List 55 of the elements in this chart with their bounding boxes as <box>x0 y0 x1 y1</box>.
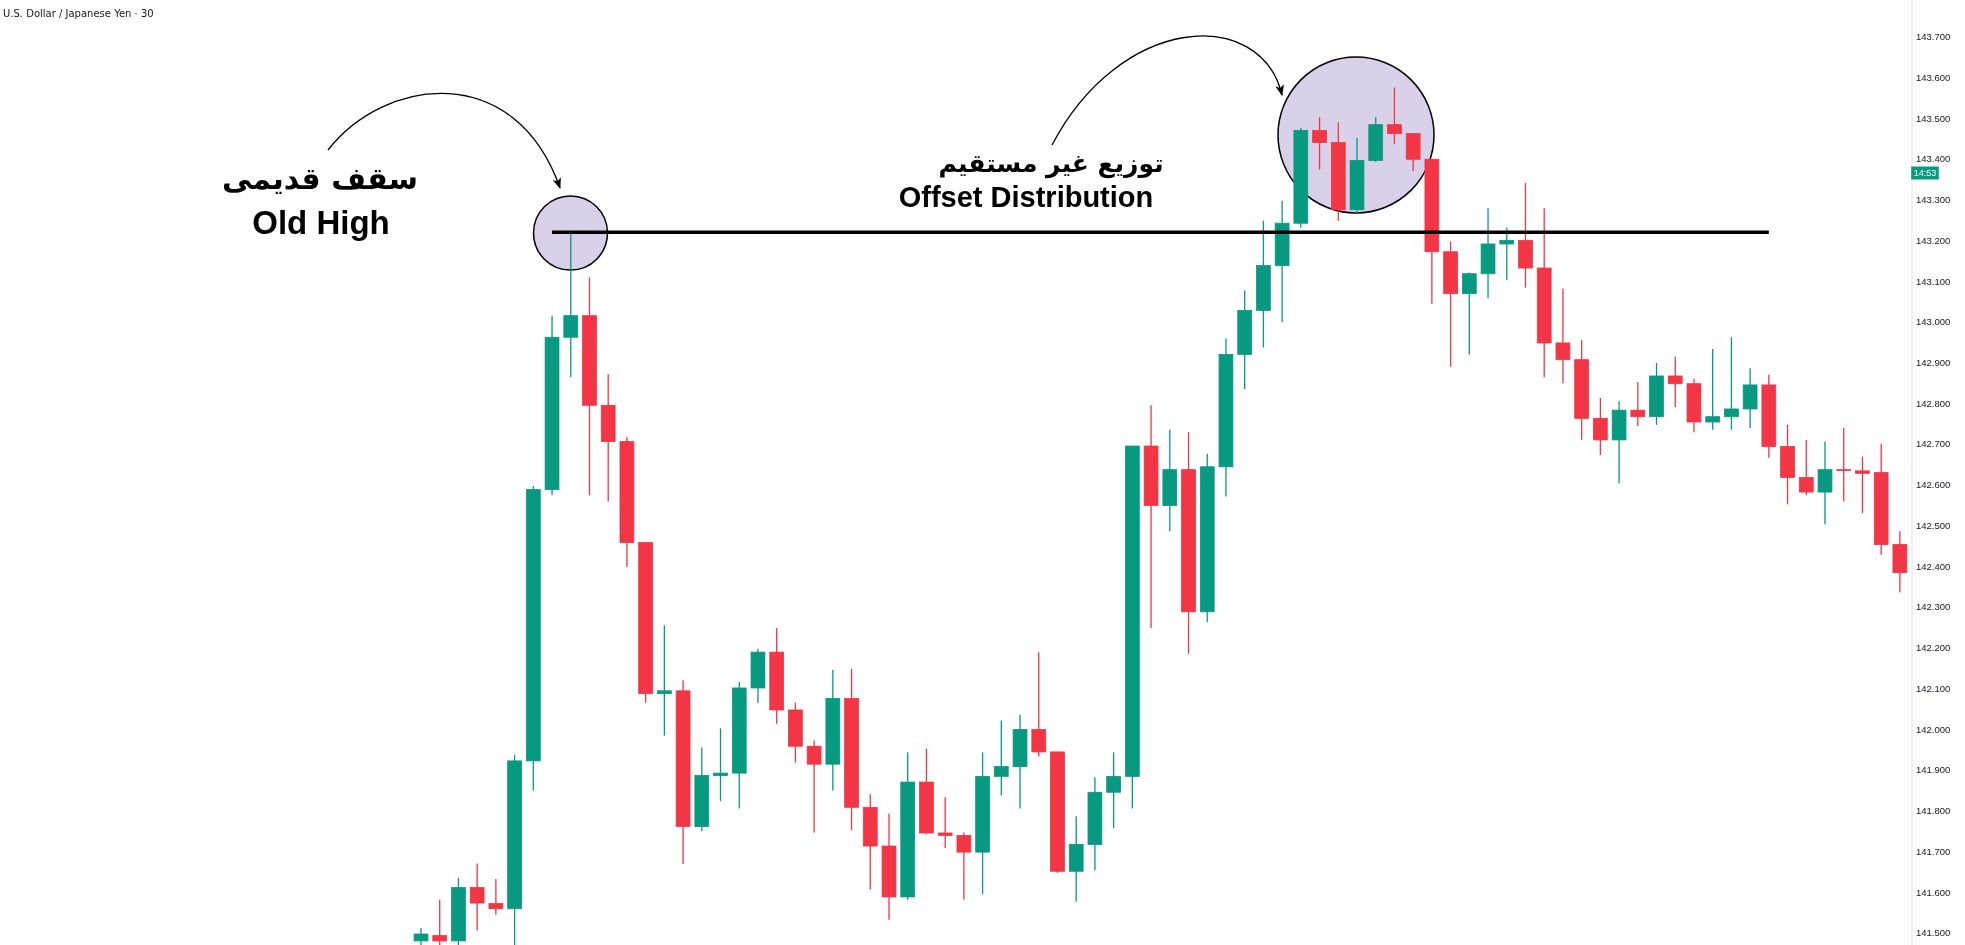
candlestick <box>1836 427 1852 503</box>
candlestick <box>806 739 822 834</box>
text: Old High <box>252 203 390 241</box>
candlestick <box>1461 271 1477 356</box>
candlestick <box>937 796 953 849</box>
y-tick-label: 142.700 <box>1916 438 1951 450</box>
y-tick-label: 142.100 <box>1916 682 1951 694</box>
text: 14:53 <box>1913 168 1937 178</box>
candlestick <box>563 231 579 378</box>
candlestick <box>657 624 672 737</box>
annotation: توزیع غیر مستقیم <box>938 148 1164 179</box>
annotation: Offset Distribution <box>898 181 1154 213</box>
text: U.S. Dollar / Japanese Yen · 30 <box>3 8 154 19</box>
candlestick <box>488 878 504 916</box>
y-tick-label: 143.500 <box>1916 112 1951 124</box>
candlestick <box>1724 336 1739 431</box>
y-tick-label: 143.400 <box>1916 153 1951 165</box>
candlestick <box>1499 227 1515 281</box>
y-tick-label: 143.000 <box>1916 316 1951 328</box>
candlestick <box>1817 440 1833 525</box>
candlestick <box>469 862 485 931</box>
candlestick <box>1031 651 1047 758</box>
y-tick-label: 143.300 <box>1916 194 1951 206</box>
y-tick-label: 142.900 <box>1916 357 1951 369</box>
y-tick-label: 142.000 <box>1916 723 1951 735</box>
y-tick-label: 141.800 <box>1916 805 1951 817</box>
y-tick-label: 141.600 <box>1916 886 1951 898</box>
candlestick <box>1106 751 1121 829</box>
y-tick-label: 143.100 <box>1916 275 1951 287</box>
y-tick-label: 141.500 <box>1916 927 1951 939</box>
y-tick-label: 143.200 <box>1916 234 1951 246</box>
candlestick <box>1630 381 1646 427</box>
y-tick-label: 142.500 <box>1916 519 1951 531</box>
candlestick <box>1798 439 1814 496</box>
y-tick-label: 142.300 <box>1916 601 1951 613</box>
candlestick <box>1312 116 1327 171</box>
y-tick-label: 142.200 <box>1916 642 1951 654</box>
candlestick <box>1593 397 1608 456</box>
y-tick-label: 141.700 <box>1916 845 1951 857</box>
candlestick <box>432 899 448 945</box>
y-tick-label: 142.400 <box>1916 560 1951 572</box>
candlestick <box>1555 288 1571 384</box>
y-tick-label: 141.900 <box>1916 764 1951 776</box>
y-tick-label: 142.600 <box>1916 479 1951 491</box>
y-tick-label: 142.800 <box>1916 397 1951 409</box>
candlestick <box>956 831 972 901</box>
candlestick <box>1705 348 1720 431</box>
candlestick <box>713 727 728 802</box>
candlestick <box>993 719 1009 797</box>
candlestick <box>1387 86 1402 145</box>
candlestick <box>1667 355 1683 408</box>
y-tick-label: 143.700 <box>1916 31 1951 43</box>
y-tick-label: 143.600 <box>1916 71 1951 83</box>
annotation: سقف قدیمی <box>222 160 418 196</box>
candlestick <box>1855 455 1870 514</box>
